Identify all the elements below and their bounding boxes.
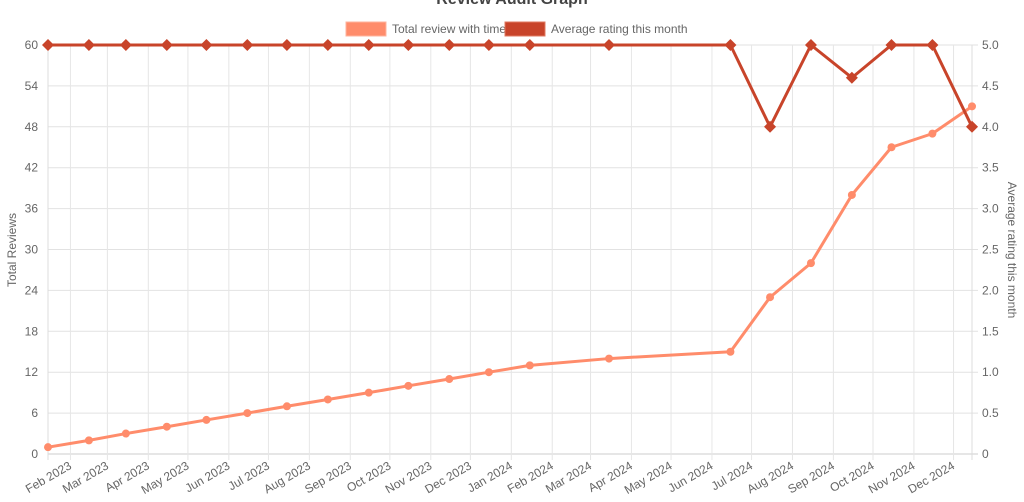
y-right-tick-label: 4.5 xyxy=(982,79,999,93)
y-right-tick-label: 1.5 xyxy=(982,324,999,338)
y-right-tick-label: 2.0 xyxy=(982,283,999,297)
data-point[interactable] xyxy=(282,402,291,411)
y-right-tick-label: 4.0 xyxy=(982,120,999,134)
y-right-tick-label: 1.0 xyxy=(982,365,999,379)
legend-label-total-reviews: Total review with time xyxy=(392,22,506,36)
data-point-diamond[interactable] xyxy=(119,39,132,51)
x-tick-label: Sep 2023 xyxy=(302,458,354,496)
data-point-diamond[interactable] xyxy=(443,39,456,51)
y-right-tick-label: 2.5 xyxy=(982,243,999,257)
y-left-tick-label: 6 xyxy=(31,406,38,420)
data-point[interactable] xyxy=(847,190,856,199)
data-point-diamond[interactable] xyxy=(885,39,898,51)
series-total-reviews xyxy=(44,102,976,452)
data-point[interactable] xyxy=(525,361,534,370)
data-point-diamond[interactable] xyxy=(482,39,495,51)
legend-label-average-rating: Average rating this month xyxy=(551,22,688,36)
chart-title: Review Audit Graph xyxy=(436,0,587,8)
legend-swatch-average-rating xyxy=(504,21,546,37)
y-left-tick-label: 0 xyxy=(31,447,38,461)
y-left-tick-label: 42 xyxy=(25,161,39,175)
data-point-diamond[interactable] xyxy=(280,39,293,51)
y-right-axis-label: Average rating this month xyxy=(1005,182,1019,319)
x-tick-label: Jun 2023 xyxy=(183,458,233,495)
data-point[interactable] xyxy=(887,143,896,152)
y-left-tick-label: 54 xyxy=(25,79,39,93)
legend-item-average-rating[interactable]: Average rating this month xyxy=(504,21,688,37)
data-point-diamond[interactable] xyxy=(362,39,375,51)
data-point[interactable] xyxy=(605,354,613,363)
data-point[interactable] xyxy=(364,388,373,397)
data-point-diamond[interactable] xyxy=(603,39,615,51)
data-point[interactable] xyxy=(162,422,171,431)
data-point-diamond[interactable] xyxy=(804,39,817,51)
data-point-diamond[interactable] xyxy=(845,71,858,84)
y-left-axis-label: Total Reviews xyxy=(5,213,19,287)
data-point-diamond[interactable] xyxy=(402,39,415,51)
legend: Total review with time Average rating th… xyxy=(345,21,688,37)
y-left-tick-label: 60 xyxy=(25,38,39,52)
y-left-tick-label: 12 xyxy=(25,365,39,379)
y-right-tick-label: 3.0 xyxy=(982,202,999,216)
series-average-rating xyxy=(42,39,978,133)
y-left-tick-label: 48 xyxy=(25,120,39,134)
y-left-tick-label: 18 xyxy=(25,324,39,338)
y-left-tick-label: 24 xyxy=(25,283,39,297)
data-point[interactable] xyxy=(243,409,252,418)
data-point[interactable] xyxy=(806,259,815,268)
data-point[interactable] xyxy=(44,443,52,452)
grid xyxy=(47,44,978,460)
data-point[interactable] xyxy=(323,395,332,404)
data-point-diamond[interactable] xyxy=(724,39,737,51)
data-point[interactable] xyxy=(121,429,130,438)
y-right-tick-label: 0 xyxy=(982,447,989,461)
x-tick-label: Jun 2024 xyxy=(666,458,716,495)
y-left-tick-label: 30 xyxy=(25,243,39,257)
data-point-diamond[interactable] xyxy=(926,39,939,51)
data-point-diamond[interactable] xyxy=(42,39,54,51)
data-point-diamond[interactable] xyxy=(321,39,334,51)
data-point[interactable] xyxy=(726,347,735,356)
y-left-tick-label: 36 xyxy=(25,202,39,216)
data-point[interactable] xyxy=(202,415,211,424)
data-point[interactable] xyxy=(968,102,976,111)
x-tick-label: Sep 2024 xyxy=(785,458,837,496)
data-point-diamond[interactable] xyxy=(966,120,978,133)
data-point[interactable] xyxy=(766,293,775,302)
data-point-diamond[interactable] xyxy=(523,39,536,51)
data-point-diamond[interactable] xyxy=(82,39,95,51)
y-right-tick-label: 5.0 xyxy=(982,38,999,52)
data-point-diamond[interactable] xyxy=(160,39,173,51)
data-point-diamond[interactable] xyxy=(200,39,213,51)
y-right-tick-label: 3.5 xyxy=(982,161,999,175)
data-point[interactable] xyxy=(484,368,493,377)
data-point[interactable] xyxy=(84,436,93,445)
y-right-tick-label: 0.5 xyxy=(982,406,999,420)
data-point-diamond[interactable] xyxy=(241,39,254,51)
data-point-diamond[interactable] xyxy=(764,120,777,133)
data-point[interactable] xyxy=(445,375,454,384)
legend-item-total-reviews[interactable]: Total review with time xyxy=(345,21,506,37)
legend-swatch-total-reviews xyxy=(345,21,387,37)
series-layer xyxy=(42,39,978,452)
data-point[interactable] xyxy=(928,129,937,138)
data-point[interactable] xyxy=(404,381,413,390)
